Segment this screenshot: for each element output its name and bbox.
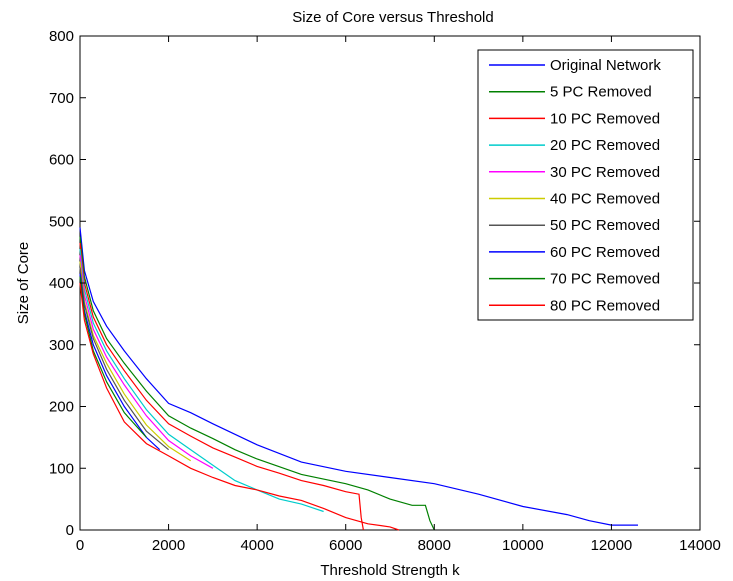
x-tick-label: 14000 (679, 537, 721, 554)
legend-label-2: 5 PC Removed (550, 84, 652, 101)
series-line-1 (79, 227, 638, 526)
x-tick-label: 10000 (502, 537, 544, 554)
chart-title: Size of Core versus Threshold (292, 9, 493, 26)
series-line-9 (79, 276, 147, 438)
x-axis-label: Threshold Strength k (320, 562, 460, 579)
legend-box (477, 49, 694, 321)
series-line-4 (79, 248, 324, 513)
series-line-5 (79, 255, 214, 469)
legend-label-8: 60 PC Removed (550, 244, 660, 261)
legend-label-7: 50 PC Removed (550, 217, 660, 234)
y-tick-label: 800 (49, 28, 74, 45)
y-tick-label: 0 (66, 522, 74, 539)
y-tick-label: 100 (49, 460, 74, 477)
legend-label-9: 70 PC Removed (550, 271, 660, 288)
y-tick-label: 300 (49, 337, 74, 354)
series-line-2 (79, 236, 435, 531)
x-tick-label: 2000 (152, 537, 185, 554)
x-tick-label: 4000 (240, 537, 273, 554)
y-tick-label: 500 (49, 213, 74, 230)
x-tick-label: 6000 (329, 537, 362, 554)
series-line-3 (79, 242, 364, 531)
legend-label-1: Original Network (550, 57, 661, 74)
x-tick-label: 8000 (418, 537, 451, 554)
series-line-7 (79, 267, 169, 451)
y-tick-label: 600 (49, 152, 74, 169)
y-tick-label: 400 (49, 275, 74, 292)
series-layer (79, 227, 638, 531)
y-tick-label: 200 (49, 399, 74, 416)
y-axis-label: Size of Core (15, 242, 32, 325)
legend-label-10: 80 PC Removed (550, 297, 660, 314)
x-tick-label: 12000 (591, 537, 633, 554)
legend-label-3: 10 PC Removed (550, 110, 660, 127)
x-tick-label: 0 (76, 537, 84, 554)
series-line-6 (79, 261, 192, 462)
legend: Original Network 5 PC Removed 10 PC Remove… (477, 49, 694, 321)
legend-label-5: 30 PC Removed (550, 164, 660, 181)
legend-label-4: 20 PC Removed (550, 137, 660, 154)
ticks-layer: 0 2000 4000 6000 8000 10000 12000 14000 0 100 200 3… (49, 28, 721, 554)
series-line-10 (79, 282, 400, 531)
legend-label-6: 40 PC Removed (550, 191, 660, 208)
y-tick-label: 700 (49, 90, 74, 107)
